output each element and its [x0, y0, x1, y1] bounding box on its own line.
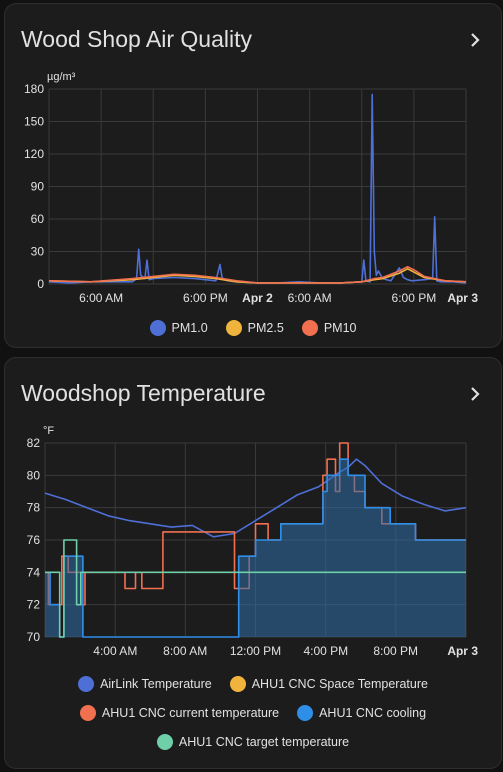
- y-tick-label: 60: [31, 212, 45, 226]
- y-tick-label: 0: [37, 277, 44, 291]
- y-tick-label: 180: [24, 82, 44, 96]
- y-tick-label: 80: [27, 468, 41, 482]
- legend-item[interactable]: PM1.0: [149, 320, 208, 336]
- chevron-right-icon[interactable]: [465, 384, 485, 404]
- y-tick-label: 150: [24, 115, 44, 129]
- legend-label: AirLink Temperature: [100, 677, 212, 691]
- legend-dot-icon: [156, 734, 173, 750]
- series-line: [48, 265, 467, 284]
- legend-label: AHU1 CNC cooling: [319, 706, 427, 720]
- temperature-card: Woodshop Temperature °F 70 72 74 76 78 80 82 4:0…: [4, 357, 502, 769]
- legend-item[interactable]: AHU1 CNC current temperature: [79, 705, 280, 721]
- legend-label: AHU1 CNC target temperature: [178, 735, 350, 749]
- temperature-chart: °F 70 72 74 76 78 80 82 4:00 AM 8:00 AM 12:00 PM 4:…: [27, 425, 479, 658]
- y-tick-label: 76: [27, 533, 41, 547]
- legend-label: PM2.5: [247, 321, 284, 335]
- legend-item[interactable]: PM10: [301, 320, 357, 336]
- legend-dot-icon: [229, 676, 246, 692]
- y-unit-label: µg/m³: [47, 71, 76, 83]
- y-tick-label: 120: [24, 147, 44, 161]
- x-tick-label: 4:00 AM: [93, 644, 137, 658]
- chevron-right-icon[interactable]: [465, 30, 485, 50]
- x-tick-label: 4:00 PM: [303, 644, 348, 658]
- legend-item[interactable]: PM2.5: [225, 320, 284, 336]
- y-tick-label: 90: [31, 180, 45, 194]
- legend-dot-icon: [149, 320, 166, 336]
- legend-item[interactable]: AHU1 CNC target temperature: [156, 734, 350, 750]
- x-tick-label: 12:00 PM: [230, 644, 281, 658]
- legend-label: PM1.0: [171, 321, 208, 335]
- y-tick-label: 82: [27, 436, 41, 450]
- legend-dot-icon: [78, 676, 95, 692]
- x-tick-label: 8:00 AM: [163, 644, 207, 658]
- series-line: [45, 539, 466, 638]
- card-title[interactable]: Wood Shop Air Quality: [21, 26, 252, 52]
- y-tick-label: 74: [27, 565, 41, 579]
- legend-dot-icon: [301, 320, 318, 336]
- y-tick-label: 72: [27, 598, 41, 612]
- legend-item[interactable]: AHU1 CNC Space Temperature: [229, 676, 428, 692]
- legend-dot-icon: [79, 705, 96, 721]
- y-unit-label: °F: [43, 425, 54, 437]
- y-tick-label: 78: [27, 501, 41, 515]
- legend-item[interactable]: AirLink Temperature: [78, 676, 212, 692]
- x-tick-label: 6:00 AM: [79, 291, 123, 305]
- legend-label: PM10: [323, 321, 357, 335]
- legend-dot-icon: [225, 320, 242, 336]
- x-tick-label: Apr 2: [242, 291, 273, 305]
- legend-label: AHU1 CNC current temperature: [101, 706, 280, 720]
- x-tick-label: Apr 3: [447, 644, 478, 658]
- y-tick-label: 30: [31, 245, 45, 259]
- x-tick-label: 6:00 PM: [392, 291, 437, 305]
- x-tick-label: 8:00 PM: [373, 644, 418, 658]
- y-tick-label: 70: [27, 630, 41, 644]
- legend-dot-icon: [297, 705, 314, 721]
- card-title[interactable]: Woodshop Temperature: [21, 380, 266, 406]
- x-tick-label: 6:00 PM: [183, 291, 228, 305]
- air-quality-chart: µg/m³ 0 30 60 90 120 150 180 6:00 AM 6:00 PM Apr 2…: [24, 71, 478, 305]
- legend-label: AHU1 CNC Space Temperature: [251, 677, 428, 691]
- temperature-legend: AirLink Temperature AHU1 CNC Space Temper…: [5, 676, 501, 763]
- series-line: [44, 458, 467, 538]
- air-quality-card: Wood Shop Air Quality µg/m³ 0 30 60 90 120 150…: [4, 3, 502, 348]
- legend-item[interactable]: AHU1 CNC cooling: [297, 705, 426, 721]
- x-tick-label: Apr 3: [447, 291, 478, 305]
- x-tick-label: 6:00 AM: [288, 291, 332, 305]
- air-quality-legend: PM1.0 PM2.5 PM10: [5, 320, 501, 347]
